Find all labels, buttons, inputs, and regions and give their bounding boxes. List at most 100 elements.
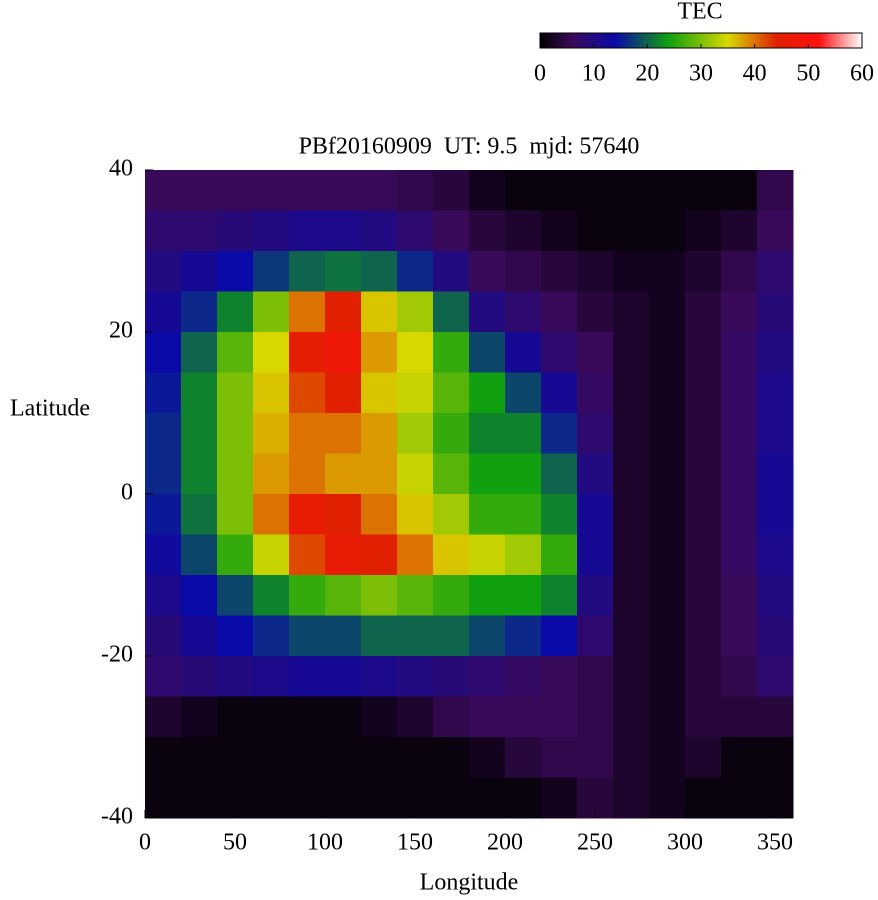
heat-cell	[757, 656, 794, 697]
heat-cell	[757, 210, 794, 252]
heat-cell	[397, 413, 434, 454]
heat-cell	[217, 534, 254, 576]
heat-cell	[721, 656, 758, 697]
heat-cell	[217, 413, 254, 454]
heat-cell	[217, 615, 254, 657]
heat-cell	[145, 170, 182, 211]
heat-cell	[505, 251, 542, 292]
heat-cell	[433, 737, 470, 778]
heat-cell	[541, 372, 578, 414]
heat-cell	[721, 453, 758, 495]
heat-cell	[757, 534, 794, 576]
heat-cell	[649, 777, 686, 819]
heat-cell	[145, 251, 182, 292]
heat-cell	[649, 575, 686, 616]
heat-cell	[505, 534, 542, 576]
heat-cell	[253, 494, 290, 535]
heat-cell	[217, 575, 254, 616]
heat-cell	[721, 332, 758, 373]
heat-cell	[721, 251, 758, 292]
heat-cell	[469, 291, 506, 333]
y-axis-label: Latitude	[10, 396, 90, 422]
heat-cell	[433, 170, 470, 211]
colorbar-tick-label: 20	[635, 61, 659, 87]
heat-cell	[433, 575, 470, 616]
heat-cell	[649, 656, 686, 697]
heat-cell	[433, 210, 470, 252]
heat-cell	[685, 575, 722, 616]
heat-cell	[577, 575, 614, 616]
heat-cell	[469, 453, 506, 495]
heat-cell	[361, 656, 398, 697]
heat-cell	[685, 251, 722, 292]
heat-cell	[613, 413, 650, 454]
heat-cell	[217, 656, 254, 697]
heat-cell	[649, 291, 686, 333]
heat-cell	[505, 615, 542, 657]
heat-cell	[433, 372, 470, 414]
heat-cell	[577, 737, 614, 778]
heat-cell	[325, 453, 362, 495]
heat-cell	[289, 696, 326, 738]
heat-cell	[721, 210, 758, 252]
heat-cell	[613, 251, 650, 292]
heat-cell	[541, 251, 578, 292]
heat-cell	[253, 534, 290, 576]
heat-cell	[685, 494, 722, 535]
heat-cell	[685, 696, 722, 738]
heat-cell	[649, 534, 686, 576]
heat-cell	[721, 615, 758, 657]
heat-cell	[253, 413, 290, 454]
heat-cell	[577, 372, 614, 414]
heat-cell	[397, 453, 434, 495]
y-tick-label: 0	[121, 480, 133, 506]
heat-cell	[721, 372, 758, 414]
heat-cell	[397, 494, 434, 535]
heat-cell	[289, 210, 326, 252]
heat-cell	[721, 534, 758, 576]
heat-cell	[505, 332, 542, 373]
heat-cell	[217, 696, 254, 738]
heat-cell	[325, 210, 362, 252]
heat-cell	[757, 251, 794, 292]
heat-cell	[433, 494, 470, 535]
heat-cell	[289, 575, 326, 616]
colorbar-tick-label: 60	[850, 61, 874, 87]
heat-cell	[505, 170, 542, 211]
heat-cell	[613, 210, 650, 252]
heat-cell	[505, 291, 542, 333]
heat-cell	[541, 656, 578, 697]
heat-cell	[505, 656, 542, 697]
heat-cell	[685, 453, 722, 495]
heat-cell	[757, 291, 794, 333]
heat-cell	[613, 777, 650, 819]
heat-cell	[145, 696, 182, 738]
heat-cell	[433, 413, 470, 454]
heat-cell	[361, 453, 398, 495]
heat-cell	[649, 737, 686, 778]
heat-cell	[145, 534, 182, 576]
heat-cell	[361, 737, 398, 778]
heat-cell	[217, 210, 254, 252]
heat-cell	[469, 737, 506, 778]
heat-cell	[649, 210, 686, 252]
heat-cell	[361, 291, 398, 333]
heat-cell	[541, 777, 578, 819]
heat-cell	[397, 372, 434, 414]
heat-cell	[397, 615, 434, 657]
heat-cell	[505, 696, 542, 738]
heat-cell	[181, 696, 218, 738]
heat-cell	[469, 777, 506, 819]
heat-cell	[613, 534, 650, 576]
heat-cell	[325, 615, 362, 657]
heat-cell	[433, 696, 470, 738]
heat-cell	[577, 170, 614, 211]
heat-cell	[145, 494, 182, 535]
heat-cell	[541, 210, 578, 252]
heat-cell	[433, 291, 470, 333]
heat-cell	[757, 332, 794, 373]
heat-cell	[289, 737, 326, 778]
heat-cell	[181, 534, 218, 576]
chart-title: PBf20160909 UT: 9.5 mjd: 57640	[299, 134, 640, 160]
y-tick-label: -20	[101, 642, 133, 668]
